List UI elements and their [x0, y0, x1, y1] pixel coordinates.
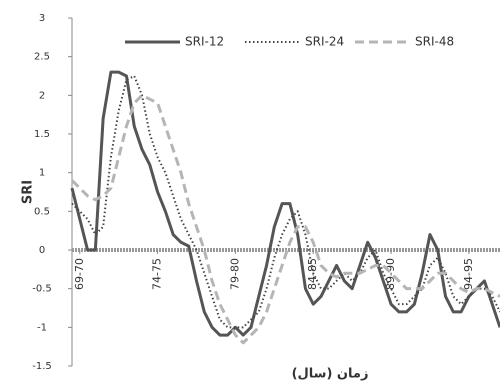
y-tick-label: 3 — [39, 13, 45, 24]
x-tick-label: 94-95 — [462, 258, 475, 290]
x-tick-label: 79-80 — [228, 258, 241, 290]
series-line — [71, 75, 500, 329]
y-tick-label: 2.5 — [34, 52, 50, 63]
y-axis-title: SRI — [21, 180, 36, 204]
series-line — [70, 70, 500, 337]
x-tick-label: 89-90 — [384, 258, 397, 290]
y-tick-label: -1 — [37, 322, 47, 333]
x-axis-title: زمان (سال) — [292, 367, 369, 382]
y-tick-label: 1.5 — [34, 129, 50, 140]
y-tick-label: 0.5 — [34, 206, 50, 217]
series-line — [70, 93, 500, 345]
legend-label: SRI-12 — [185, 35, 224, 49]
x-tick-label: 69-70 — [73, 258, 86, 290]
y-tick-label: 2 — [39, 90, 45, 101]
legend-label: SRI-24 — [305, 35, 344, 49]
y-tick-label: 1 — [39, 168, 45, 179]
legend-label: SRI-48 — [415, 35, 454, 49]
y-tick-label: 0 — [39, 245, 45, 256]
y-tick-label: -1.5 — [32, 361, 52, 372]
y-tick-label: -0.5 — [32, 284, 52, 295]
x-tick-label: 74-75 — [151, 258, 164, 290]
